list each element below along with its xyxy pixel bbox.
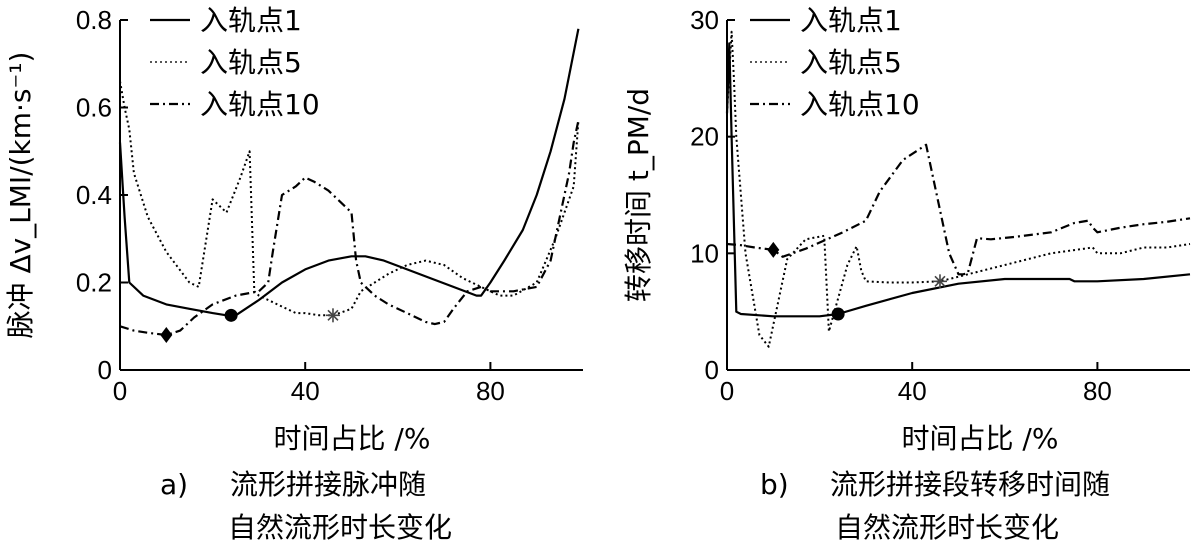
y-tick-label: 0.6	[76, 93, 112, 123]
legend-label: 入轨点5	[200, 46, 302, 79]
x-axis-title: 时间占比 /%	[902, 422, 1059, 455]
series-line-5	[119, 81, 580, 317]
x-tick-label: 0	[720, 376, 734, 406]
marker-circle	[224, 308, 238, 322]
series-line-10	[726, 143, 1191, 276]
marker-asterisk	[325, 308, 340, 323]
series-line-1	[725, 42, 1191, 318]
marker-diamond	[767, 241, 780, 258]
caption-line-2: 自然流形时长变化	[228, 511, 452, 544]
legend-label: 入轨点5	[800, 46, 902, 79]
y-tick-label: 0.4	[76, 180, 112, 210]
y-tick-label: 0	[98, 355, 112, 385]
y-tick-label: 0.8	[76, 5, 112, 35]
series-line-10	[119, 120, 580, 337]
legend-label: 入轨点10	[800, 88, 920, 121]
y-tick-label: 0.2	[76, 268, 112, 298]
series-line-1	[118, 28, 580, 317]
chart-panel-b: 0 10 20 30 0 40 80 入轨点1 入轨点5 入轨点10 转移时间 t_PM/d 时间占比…	[622, 4, 1191, 544]
y-tick-label: 0	[705, 355, 719, 385]
marker-asterisk-stroke	[327, 309, 339, 321]
y-tick-label: 20	[690, 122, 719, 152]
y-tick-label: 10	[690, 238, 719, 268]
y-axis-title: 转移时间 t_PM/d	[622, 88, 655, 302]
caption-line-1: 流形拼接段转移时间随	[830, 468, 1110, 501]
y-tick-label: 30	[690, 5, 719, 35]
x-tick-label: 0	[113, 376, 127, 406]
legend-label: 入轨点10	[200, 88, 320, 121]
caption-line-1: 流形拼接脉冲随	[230, 468, 426, 501]
marker-asterisk	[932, 274, 947, 289]
y-axis-title: 脉冲 Δv_LMI/(km·s⁻¹)	[4, 52, 37, 339]
x-axis-title: 时间占比 /%	[274, 422, 431, 455]
caption-line-2: 自然流形时长变化	[835, 511, 1059, 544]
series-line-5	[726, 30, 1191, 348]
panel-label: a)	[160, 468, 188, 501]
chart-panel-a: 0 0.2 0.4 0.6 0.8 0 40 80 入轨点1 入轨点5 入轨点10 脉冲 Δv_LMI…	[4, 4, 583, 544]
marker-diamond	[160, 327, 173, 343]
x-tick-label: 40	[898, 376, 927, 406]
panel-label: b)	[760, 468, 789, 501]
marker-circle	[831, 307, 845, 321]
legend-label: 入轨点1	[200, 4, 302, 37]
x-tick-label: 80	[476, 376, 505, 406]
legend-label: 入轨点1	[800, 4, 902, 37]
x-tick-label: 80	[1083, 376, 1112, 406]
x-tick-label: 40	[291, 376, 320, 406]
marker-asterisk-stroke	[934, 275, 946, 287]
